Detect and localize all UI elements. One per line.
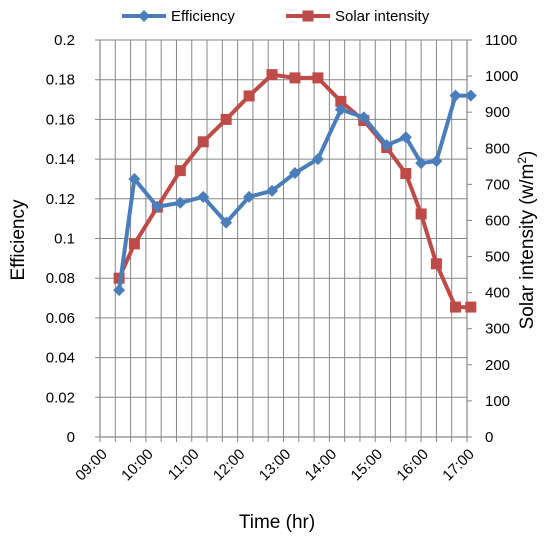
efficiency-point bbox=[266, 184, 279, 197]
x-tick-label: 15:00 bbox=[348, 446, 387, 485]
legend: Efficiency Solar intensity bbox=[122, 8, 430, 25]
efficiency-point bbox=[311, 153, 324, 166]
legend-label: Solar intensity bbox=[335, 8, 430, 25]
solar-intensity-point bbox=[220, 113, 232, 125]
y-left-tick-label: 0.06 bbox=[46, 310, 75, 327]
efficiency-point bbox=[449, 89, 462, 102]
y-left-tick-label: 0.16 bbox=[46, 111, 75, 128]
x-tick-label: 16:00 bbox=[393, 446, 432, 485]
y-axis-title-left: Efficiency bbox=[8, 199, 29, 280]
legend-item-efficiency: Efficiency bbox=[122, 8, 235, 25]
y-right-tick-label: 700 bbox=[485, 176, 510, 193]
series-line bbox=[117, 93, 471, 291]
y-right-tick-label: 0 bbox=[485, 429, 493, 446]
solar-intensity-point bbox=[174, 165, 186, 177]
y-right-tick-label: 1100 bbox=[485, 32, 517, 49]
y-left-tick-label: 0 bbox=[67, 429, 75, 446]
efficiency-point bbox=[357, 111, 370, 124]
y-right-tick-label: 500 bbox=[485, 249, 510, 266]
x-tick-label: 13:00 bbox=[256, 446, 295, 485]
axes bbox=[99, 40, 468, 438]
solar-intensity-point bbox=[400, 168, 412, 180]
efficiency-point bbox=[113, 284, 126, 297]
y-left-tick-label: 0.02 bbox=[46, 389, 75, 406]
x-tick-label: 11:00 bbox=[165, 446, 203, 484]
solar-intensity-point bbox=[266, 69, 278, 81]
y-axis-title-right-close: ) bbox=[517, 151, 538, 157]
y-left-tick-label: 0.18 bbox=[46, 72, 75, 89]
y-right-tick-label: 600 bbox=[485, 212, 510, 229]
series-efficiency bbox=[113, 89, 477, 297]
solar-intensity-point bbox=[243, 90, 255, 102]
series-layer bbox=[113, 69, 477, 313]
y-right-tick-label: 300 bbox=[485, 321, 510, 338]
efficiency-point bbox=[399, 131, 412, 144]
solar-intensity-point bbox=[197, 136, 209, 148]
efficiency-point bbox=[151, 200, 164, 213]
y-axis-title-right-sup: 2 bbox=[515, 157, 529, 164]
y-right-tick-label: 400 bbox=[485, 285, 510, 302]
legend-item-solar-intensity: Solar intensity bbox=[286, 8, 430, 25]
solar-intensity-point bbox=[128, 238, 140, 250]
x-axis-ticks: 09:00 10:00 11:00 12:00 13:00 14:00 15:00 16:00… bbox=[72, 446, 478, 485]
y-axis-title-right-text: Solar intensity (w/m bbox=[517, 164, 538, 330]
left-axis-ticks: 0 0.02 0.04 0.06 0.08 0.1 0.12 0.14 0.16 0.18 0.2 bbox=[46, 32, 75, 446]
y-left-tick-label: 0.04 bbox=[46, 350, 75, 367]
x-tick-label: 17:00 bbox=[439, 446, 478, 485]
efficiency-point bbox=[380, 139, 393, 152]
efficiency-point bbox=[138, 10, 150, 22]
solar-intensity-point bbox=[415, 208, 427, 220]
y-right-tick-label: 100 bbox=[485, 393, 510, 410]
solar-intensity-point bbox=[335, 95, 347, 107]
solar-intensity-point bbox=[312, 72, 324, 84]
efficiency-point bbox=[415, 157, 428, 170]
x-tick-label: 14:00 bbox=[302, 446, 341, 485]
efficiency-point bbox=[430, 155, 443, 168]
grid-lines bbox=[95, 39, 472, 442]
solar-intensity-point bbox=[450, 301, 462, 313]
y-left-tick-label: 0.1 bbox=[54, 231, 75, 248]
x-tick-label: 12:00 bbox=[210, 446, 249, 485]
right-axis-ticks: 0 100 200 300 400 500 600 700 800 900 1000 1100 bbox=[485, 32, 518, 446]
x-axis-title: Time (hr) bbox=[239, 512, 315, 533]
y-left-tick-label: 0.2 bbox=[54, 32, 75, 49]
efficiency-point bbox=[243, 190, 256, 203]
efficiency-point bbox=[220, 216, 233, 229]
x-tick-label: 09:00 bbox=[72, 446, 111, 485]
legend-label: Efficiency bbox=[171, 8, 235, 25]
series-line bbox=[117, 72, 471, 310]
y-axis-title-right: Solar intensity (w/m2) bbox=[515, 151, 538, 330]
y-left-tick-label: 0.14 bbox=[46, 151, 75, 168]
efficiency-point bbox=[288, 166, 301, 179]
y-left-tick-label: 0.08 bbox=[46, 270, 75, 287]
y-right-tick-label: 900 bbox=[485, 104, 510, 121]
solar-intensity-point bbox=[430, 258, 442, 270]
x-tick-label: 10:00 bbox=[118, 446, 157, 485]
solar-intensity-point bbox=[302, 10, 314, 22]
series-solar-intensity bbox=[113, 69, 477, 313]
efficiency-point bbox=[174, 196, 187, 209]
solar-intensity-point bbox=[289, 72, 301, 84]
solar-intensity-point bbox=[465, 301, 477, 313]
y-right-tick-label: 200 bbox=[485, 357, 510, 374]
efficiency-point bbox=[334, 103, 347, 116]
y-right-tick-label: 1000 bbox=[485, 68, 518, 85]
y-right-tick-label: 800 bbox=[485, 140, 510, 157]
efficiency-point bbox=[128, 172, 141, 185]
efficiency-point bbox=[464, 89, 477, 102]
y-left-tick-label: 0.12 bbox=[46, 191, 75, 208]
efficiency-point bbox=[197, 190, 210, 203]
